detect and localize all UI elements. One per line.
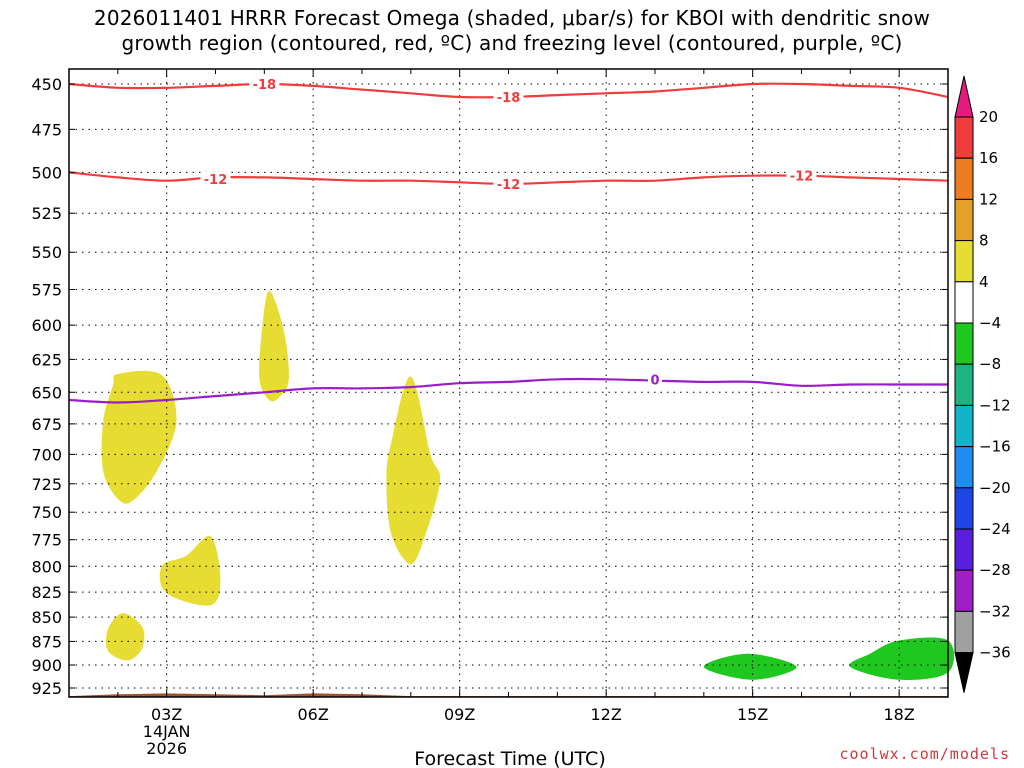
y-tick-label-550: 550 xyxy=(31,243,62,262)
y-tick-label-675: 675 xyxy=(31,415,62,434)
colorbar-bin-7 xyxy=(954,363,974,406)
colorbar-bin-10 xyxy=(954,487,974,530)
colorbar-label-10: −20 xyxy=(979,479,1011,497)
colorbar-label-12: −28 xyxy=(979,561,1011,579)
contour-label-3-1: 0 xyxy=(650,373,659,388)
x-tick-sublabel-year: 2026 xyxy=(146,739,187,758)
x-tick-label-15Z: 15Z xyxy=(737,705,768,724)
contour-label-bg xyxy=(493,177,524,192)
colorbar-bin-13 xyxy=(954,610,974,654)
y-tick-label-525: 525 xyxy=(31,204,62,223)
contour-label-2-1: -12 xyxy=(204,173,228,188)
y-tick-label-575: 575 xyxy=(31,280,62,299)
x-tick-label-03Z: 03Z xyxy=(151,705,182,724)
y-tick-label-925: 925 xyxy=(31,679,62,698)
omega-region-7 xyxy=(849,637,955,681)
colorbar-label-3: 12 xyxy=(979,190,998,208)
y-tick-label-725: 725 xyxy=(31,475,62,494)
chart-title-line-1: 2026011401 HRRR Forecast Omega (shaded, … xyxy=(93,6,931,30)
omega-region-3 xyxy=(386,376,441,565)
contour-label-bg xyxy=(249,77,280,92)
colorbar-bin-6 xyxy=(954,322,974,365)
colorbar-bin-1 xyxy=(954,116,974,159)
colorbar-label-9: −16 xyxy=(979,438,1011,456)
x-tick-sublabel-date: 14JAN xyxy=(143,722,191,741)
colorbar-label-4: 8 xyxy=(979,232,989,250)
colorbar-bin-12 xyxy=(954,569,974,612)
y-tick-label-775: 775 xyxy=(31,531,62,550)
colorbar-bin-8 xyxy=(954,404,974,448)
x-tick-label-12Z: 12Z xyxy=(591,705,622,724)
omega-region-5 xyxy=(105,613,145,661)
colorbar-label-6: −4 xyxy=(979,314,1001,332)
colorbar-bin-3 xyxy=(954,198,974,242)
omega-shading-layer xyxy=(69,290,955,697)
y-tick-label-450: 450 xyxy=(31,75,62,94)
colorbar-label-8: −12 xyxy=(979,396,1011,414)
colorbar-bin-11 xyxy=(954,528,974,571)
omega-region-1 xyxy=(101,370,177,504)
colorbar-label-5: 4 xyxy=(979,273,989,291)
contour-label-2-2: -12 xyxy=(497,178,521,193)
contour-line-3 xyxy=(68,377,948,404)
colorbar-bottom-arrow xyxy=(954,652,974,693)
y-tick-label-875: 875 xyxy=(31,632,62,651)
colorbar-label-13: −32 xyxy=(979,602,1011,620)
y-tick-label-800: 800 xyxy=(31,557,62,576)
x-tick-label-09Z: 09Z xyxy=(444,705,475,724)
omega-region-6 xyxy=(703,653,797,680)
colorbar-label-7: −8 xyxy=(979,355,1001,373)
contour-label-bg xyxy=(786,168,817,183)
colorbar-label-1: 20 xyxy=(979,108,998,126)
y-tick-label-650: 650 xyxy=(31,383,62,402)
contour-label-bg xyxy=(200,172,231,187)
y-tick-label-475: 475 xyxy=(31,120,62,139)
y-tick-label-625: 625 xyxy=(31,350,62,369)
credit-text: coolwx.com/models xyxy=(839,745,1010,763)
terrain-band xyxy=(69,693,948,697)
colorbar-bin-9 xyxy=(954,446,974,489)
colorbar-label-2: 16 xyxy=(979,149,998,167)
chart-title-line-2: growth region (contoured, red, ºC) and f… xyxy=(121,31,903,55)
grid-layer xyxy=(69,69,948,697)
x-axis-label: Forecast Time (UTC) xyxy=(414,748,605,768)
contour-layer: -18 -18 -12 -12 -12 0 xyxy=(68,77,949,404)
omega-region-4 xyxy=(159,535,221,606)
colorbar-top-arrow xyxy=(954,75,974,118)
y-tick-label-825: 825 xyxy=(31,583,62,602)
contour-label-1-2: -18 xyxy=(497,91,521,106)
colorbar-label-11: −24 xyxy=(979,520,1011,538)
contour-label-2-3: -12 xyxy=(790,170,814,185)
colorbar-bin-4 xyxy=(954,240,974,283)
contour-label-bg xyxy=(493,89,524,104)
x-tick-label-18Z: 18Z xyxy=(884,705,915,724)
chart-title: 2026011401 HRRR Forecast Omega (shaded, … xyxy=(0,6,1024,56)
colorbar-label-14: −36 xyxy=(979,644,1011,662)
y-tick-label-850: 850 xyxy=(31,608,62,627)
contour-label-bg xyxy=(648,372,662,387)
y-tick-label-500: 500 xyxy=(31,163,62,182)
y-tick-label-750: 750 xyxy=(31,503,62,522)
colorbar-bin-2 xyxy=(954,157,974,200)
y-tick-label-900: 900 xyxy=(31,656,62,675)
contour-label-1-1: -18 xyxy=(253,78,277,93)
axes-layer: 450 475 500 525 550 575 600 625 650 675 700 725 750 7… xyxy=(31,68,949,758)
colorbar: 20 16 12 8 4 −4 −8 −12 −16 −20 −24 −28 −32 −36 xyxy=(954,75,1011,693)
y-tick-label-600: 600 xyxy=(31,316,62,335)
y-tick-label-700: 700 xyxy=(31,445,62,464)
x-tick-label-06Z: 06Z xyxy=(298,705,329,724)
omega-region-2 xyxy=(259,290,289,402)
colorbar-bin-5 xyxy=(954,281,974,324)
